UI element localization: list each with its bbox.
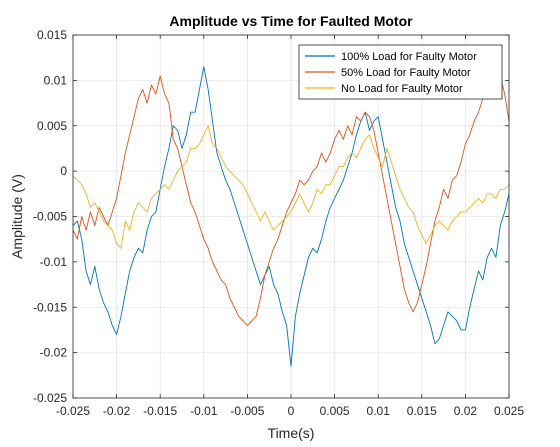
x-axis-label: Time(s)	[268, 425, 315, 441]
y-tick-label: -0.02	[40, 346, 68, 360]
x-tick-label: -0.005	[230, 404, 264, 418]
legend-label-3: No Load for Faulty Motor	[341, 83, 463, 95]
x-tick-label: 0.01	[367, 404, 391, 418]
y-tick-label: 0	[60, 164, 67, 178]
y-tick-label: -0.015	[33, 300, 67, 314]
legend-label-1: 100% Load for Faulty Motor	[341, 51, 477, 63]
legend-label-2: 50% Load for Faulty Motor	[341, 67, 471, 79]
x-tick-label: 0.005	[320, 404, 350, 418]
y-tick-label: 0.005	[37, 119, 67, 133]
y-tick-label: 0.015	[37, 28, 67, 42]
x-tick-label: 0.025	[494, 404, 524, 418]
y-tick-label: -0.025	[33, 391, 67, 405]
x-tick-label: -0.01	[190, 404, 218, 418]
y-axis-label: Amplitude (V)	[9, 174, 25, 259]
y-tick-label: 0.01	[44, 73, 68, 87]
x-tick-label: 0.015	[407, 404, 437, 418]
x-tick-label: 0.02	[454, 404, 478, 418]
y-tick-label: -0.01	[40, 255, 68, 269]
x-tick-label: -0.02	[103, 404, 131, 418]
y-tick-label: -0.005	[33, 210, 67, 224]
chart-title: Amplitude vs Time for Faulted Motor	[169, 13, 413, 29]
x-tick-label: 0	[288, 404, 295, 418]
legend: 100% Load for Faulty Motor 50% Load for F…	[299, 45, 502, 99]
x-tick-label: -0.025	[56, 404, 90, 418]
x-tick-label: -0.015	[143, 404, 177, 418]
